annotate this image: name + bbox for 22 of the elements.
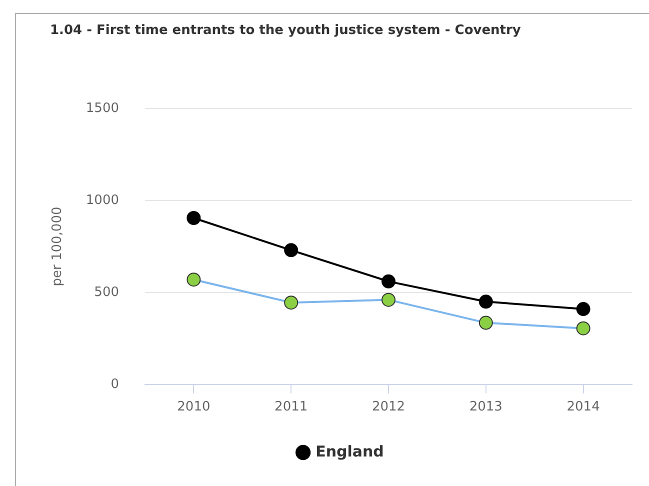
y-tick-label: 1500 bbox=[86, 100, 119, 116]
point bbox=[576, 321, 590, 336]
y-tick-label: 0 bbox=[110, 376, 119, 392]
point bbox=[478, 294, 493, 309]
point bbox=[382, 292, 396, 307]
point bbox=[382, 274, 396, 288]
point bbox=[284, 296, 298, 310]
point bbox=[186, 272, 201, 287]
point bbox=[576, 302, 590, 316]
x-tick-label: 2014 bbox=[566, 400, 600, 415]
x-tick-label: 2013 bbox=[469, 400, 502, 415]
y-tick-label: 1000 bbox=[86, 192, 119, 208]
y-tick-label: 500 bbox=[94, 284, 119, 300]
point bbox=[186, 211, 201, 225]
chart-title: 1.04 - First time entrants to the youth justice system - Coventry bbox=[50, 23, 522, 38]
legend-label: England bbox=[316, 442, 384, 460]
y-axis-title: per 100,000 bbox=[50, 206, 66, 286]
x-tick-label: 2010 bbox=[177, 400, 210, 415]
point bbox=[478, 316, 493, 330]
point bbox=[284, 243, 298, 258]
x-tick-label: 2012 bbox=[372, 400, 406, 415]
x-tick-label: 2011 bbox=[274, 400, 308, 415]
